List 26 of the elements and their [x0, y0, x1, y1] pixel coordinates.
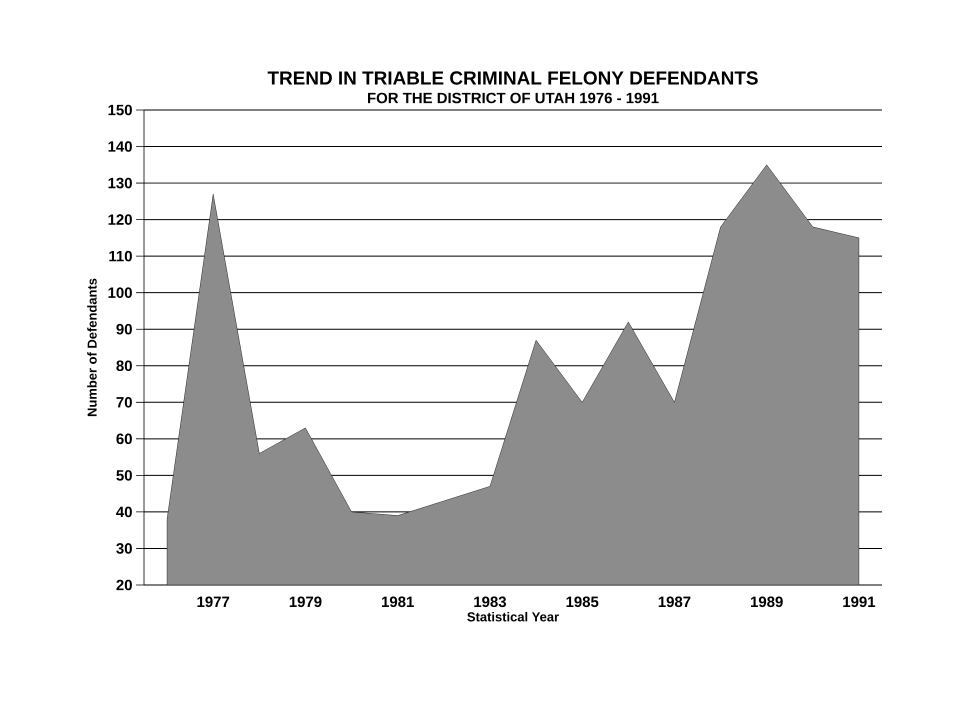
x-tick-label: 1989 — [751, 596, 783, 608]
y-tick-label: 70 — [116, 397, 132, 408]
y-tick-label: 100 — [108, 287, 132, 298]
x-tick-label: 1983 — [474, 596, 506, 608]
x-tick-label: 1991 — [843, 596, 876, 608]
y-tick-label: 110 — [109, 250, 132, 262]
y-tick-label: 40 — [116, 506, 132, 518]
y-tick-label: 80 — [116, 360, 132, 372]
x-axis-title: Statistical Year — [467, 612, 559, 622]
y-tick-label: 60 — [116, 434, 132, 444]
x-tick-label: 1979 — [290, 596, 322, 608]
x-tick-label: 1977 — [198, 596, 230, 608]
chart-title: TREND IN TRIABLE CRIMINAL FELONY DEFENDANTS — [268, 71, 758, 85]
y-tick-label: 150 — [108, 104, 132, 116]
y-tick-label: 130 — [108, 178, 132, 188]
y-tick-label: 30 — [116, 543, 132, 554]
y-tick-label: 90 — [116, 324, 132, 334]
y-axis-title: Number of Defendants — [87, 278, 97, 416]
y-tick-label: 20 — [116, 580, 132, 590]
x-tick-label: 1987 — [658, 596, 690, 608]
x-tick-label: 1981 — [382, 596, 414, 608]
y-tick-label: 140 — [108, 141, 132, 152]
y-tick-label: 50 — [116, 470, 132, 481]
x-tick-label: 1985 — [566, 596, 598, 608]
chart-subtitle: FOR THE DISTRICT OF UTAH 1976 - 1991 — [368, 92, 659, 104]
y-tick-label: 120 — [108, 214, 132, 225]
